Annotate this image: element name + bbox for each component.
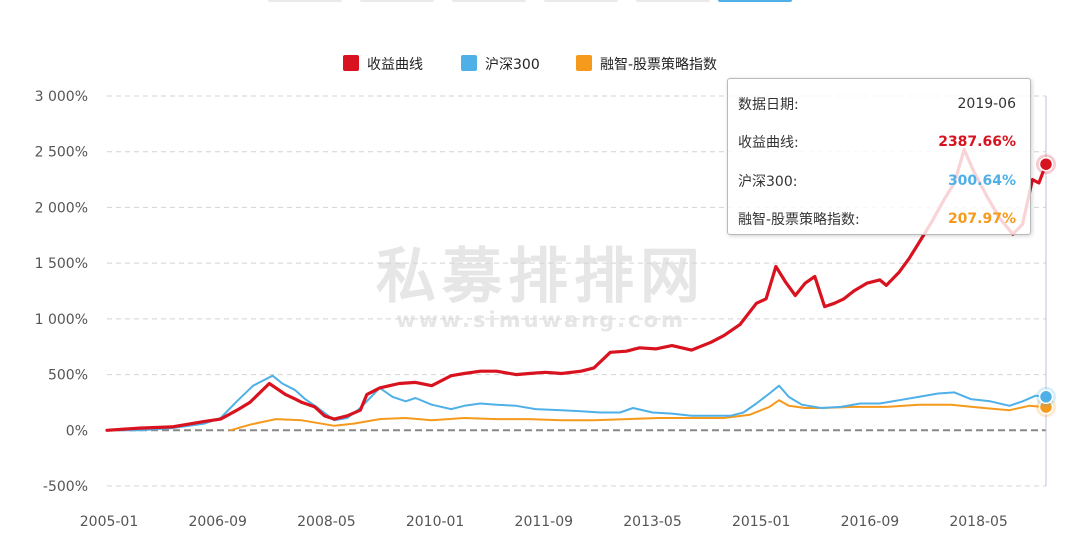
top-button-4[interactable]	[544, 0, 618, 2]
watermark-logo-text: 私募排排网	[376, 242, 706, 312]
tooltip-row-label: 融智-股票策略指数:	[738, 212, 860, 228]
x-tick-label: 2006-09	[188, 514, 247, 530]
legend-item[interactable]: 收益曲线	[343, 55, 423, 73]
y-axis: -500% 0% 500% 1 000% 1 500% 2 000% 2 500% 3 000…	[35, 89, 88, 495]
top-button-2[interactable]	[360, 0, 434, 2]
top-button-5[interactable]	[636, 0, 710, 2]
y-tick-label: 1 000%	[35, 312, 88, 328]
series-line-stock-index	[229, 399, 1047, 432]
legend[interactable]: 收益曲线 沪深300 融智-股票策略指数	[343, 55, 717, 73]
tooltip-row-value: 2387.66%	[938, 134, 1016, 150]
tooltip-row-return-curve: 收益曲线: 2387.66%	[738, 132, 1016, 152]
tooltip-row-stock-index: 融智-股票策略指数: 207.97%	[738, 209, 1016, 229]
legend-swatch	[343, 55, 359, 71]
x-tick-label: 2008-05	[297, 514, 356, 530]
y-tick-label: -500%	[43, 479, 88, 495]
watermark: 私募排排网 www.simuwang.com	[376, 242, 706, 332]
y-tick-label: 500%	[48, 368, 88, 384]
hover-marker	[1038, 156, 1054, 172]
y-tick-label: 2 500%	[35, 145, 88, 161]
legend-item[interactable]: 沪深300	[461, 55, 540, 73]
x-axis: 2005-01 2006-09 2008-05 2010-01 2011-09 2013-…	[80, 514, 1008, 530]
x-tick-label: 2015-01	[732, 514, 791, 530]
y-tick-label: 3 000%	[35, 89, 88, 105]
legend-swatch	[576, 55, 592, 71]
legend-label: 沪深300	[485, 57, 540, 73]
watermark-url-text: www.simuwang.com	[396, 308, 686, 332]
tooltip-row-hs300: 沪深300: 300.64%	[738, 171, 1016, 191]
tooltip-row-label: 沪深300:	[738, 174, 798, 190]
x-tick-label: 2018-05	[949, 514, 1008, 530]
tooltip-date-value: 2019-06	[957, 96, 1017, 112]
hover-crosshair	[1036, 96, 1056, 486]
x-tick-label: 2005-01	[80, 514, 139, 530]
tooltip: 数据日期: 2019-06 收益曲线: 2387.66% 沪深300: 300.…	[727, 78, 1031, 235]
top-button-6-active[interactable]	[718, 0, 792, 2]
tooltip-row-label: 收益曲线:	[738, 135, 799, 151]
x-tick-label: 2011-09	[515, 514, 574, 530]
grid-lines	[107, 95, 1046, 487]
x-tick-label: 2016-09	[841, 514, 900, 530]
x-tick-label: 2013-05	[623, 514, 682, 530]
legend-swatch	[461, 55, 477, 71]
tooltip-row-value: 207.97%	[947, 211, 1016, 227]
x-tick-label: 2010-01	[406, 514, 465, 530]
tooltip-date-label: 数据日期:	[738, 97, 799, 113]
y-tick-label: 1 500%	[35, 256, 88, 272]
legend-label: 融智-股票策略指数	[600, 56, 717, 73]
tooltip-row-value: 300.64%	[947, 173, 1016, 189]
top-button-3[interactable]	[452, 0, 526, 2]
legend-item[interactable]: 融智-股票策略指数	[576, 55, 717, 73]
y-tick-label: 0%	[66, 423, 88, 439]
y-tick-label: 2 000%	[35, 200, 88, 216]
top-button-1[interactable]	[268, 0, 342, 2]
legend-label: 收益曲线	[367, 57, 423, 73]
series-line-hs300	[106, 374, 1047, 432]
tooltip-date-row: 数据日期: 2019-06	[738, 94, 1016, 114]
hover-marker	[1038, 389, 1054, 405]
